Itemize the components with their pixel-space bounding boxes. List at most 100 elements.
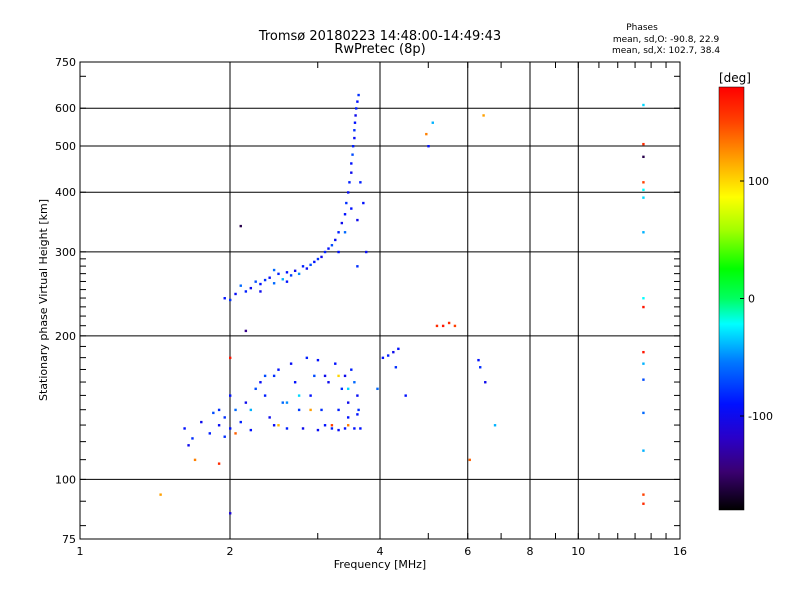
data-point bbox=[354, 114, 357, 117]
data-point bbox=[330, 244, 334, 247]
data-point bbox=[277, 368, 280, 371]
data-point bbox=[346, 191, 350, 194]
data-point bbox=[337, 428, 340, 432]
x-tick-label: 10 bbox=[571, 545, 585, 558]
data-point bbox=[340, 387, 344, 391]
data-point bbox=[356, 394, 359, 397]
data-point bbox=[642, 188, 645, 192]
data-point bbox=[183, 427, 186, 430]
data-point bbox=[239, 420, 242, 424]
data-point bbox=[642, 297, 645, 300]
data-point bbox=[354, 107, 358, 110]
data-point bbox=[356, 413, 359, 416]
data-point bbox=[309, 394, 312, 397]
data-point bbox=[193, 458, 197, 462]
data-point bbox=[397, 347, 400, 351]
data-point bbox=[297, 272, 301, 276]
data-point bbox=[234, 292, 237, 296]
x-tick-label: 2 bbox=[227, 545, 234, 558]
data-point bbox=[316, 428, 320, 432]
data-point bbox=[323, 424, 327, 427]
data-point bbox=[343, 231, 347, 234]
data-point bbox=[348, 181, 351, 184]
data-point bbox=[223, 416, 226, 419]
data-point bbox=[477, 358, 480, 362]
data-point bbox=[482, 114, 485, 117]
data-point bbox=[479, 366, 482, 369]
data-point bbox=[642, 155, 645, 159]
data-point bbox=[441, 324, 445, 328]
data-point bbox=[323, 250, 327, 254]
data-point bbox=[327, 381, 330, 384]
data-point bbox=[297, 408, 301, 412]
data-point bbox=[285, 280, 289, 283]
data-point bbox=[431, 121, 434, 124]
y-tick-label: 100 bbox=[55, 473, 76, 486]
data-point bbox=[272, 374, 276, 378]
data-point bbox=[217, 408, 221, 412]
data-point bbox=[343, 374, 347, 378]
data-point bbox=[229, 298, 232, 302]
data-point bbox=[346, 416, 350, 419]
data-point bbox=[356, 100, 359, 103]
data-point bbox=[350, 368, 353, 371]
data-point bbox=[353, 121, 357, 124]
data-point bbox=[359, 427, 362, 430]
data-point bbox=[249, 428, 253, 432]
data-point bbox=[277, 424, 280, 427]
data-point bbox=[493, 424, 497, 427]
data-point bbox=[394, 366, 398, 369]
data-point bbox=[316, 358, 320, 362]
data-point bbox=[337, 250, 340, 254]
data-point bbox=[351, 144, 355, 148]
data-point bbox=[239, 224, 242, 228]
data-point bbox=[359, 181, 362, 184]
stats-line-o: mean, sd,O: -90.8, 22.9 bbox=[613, 35, 720, 45]
plot-area: 1 2 4 6 8 10 16 75 100 200 300 400 500 600 750 bbox=[55, 56, 687, 558]
data-point bbox=[313, 260, 316, 264]
data-point bbox=[301, 427, 305, 430]
y-tick-label: 300 bbox=[55, 246, 76, 259]
data-point bbox=[289, 274, 293, 277]
data-point bbox=[259, 282, 262, 286]
data-point bbox=[254, 280, 257, 283]
data-point bbox=[281, 278, 284, 281]
data-point bbox=[642, 305, 645, 309]
data-point bbox=[404, 394, 407, 397]
data-point bbox=[350, 171, 353, 174]
data-point bbox=[272, 424, 276, 427]
data-point bbox=[289, 362, 293, 365]
y-tick-label: 600 bbox=[55, 102, 76, 115]
data-point bbox=[285, 401, 289, 404]
data-point bbox=[334, 362, 337, 365]
data-point bbox=[353, 427, 356, 430]
data-point bbox=[386, 354, 390, 357]
stats-line-x: mean, sd,X: 102.7, 38.4 bbox=[612, 46, 720, 56]
data-point bbox=[642, 103, 645, 107]
data-point bbox=[642, 181, 645, 184]
data-point bbox=[353, 129, 356, 132]
x-axis-label: Frequency [MHz] bbox=[334, 558, 426, 571]
x-tick-label: 4 bbox=[377, 545, 384, 558]
data-point bbox=[340, 221, 344, 225]
data-point bbox=[356, 218, 359, 222]
data-point bbox=[301, 265, 305, 268]
data-point bbox=[435, 324, 439, 328]
x-tick-label: 8 bbox=[527, 545, 534, 558]
data-point bbox=[249, 286, 253, 290]
data-point bbox=[357, 408, 360, 412]
data-point bbox=[642, 231, 645, 234]
data-point bbox=[187, 444, 190, 447]
data-point bbox=[357, 93, 360, 97]
data-point bbox=[272, 282, 276, 285]
data-point bbox=[309, 263, 312, 267]
data-point bbox=[229, 427, 232, 430]
data-point bbox=[200, 420, 203, 424]
data-point bbox=[316, 257, 320, 261]
colorbar-tick-label: -100 bbox=[748, 410, 773, 423]
data-point bbox=[353, 136, 356, 140]
data-point bbox=[293, 269, 297, 272]
data-point bbox=[229, 394, 232, 397]
